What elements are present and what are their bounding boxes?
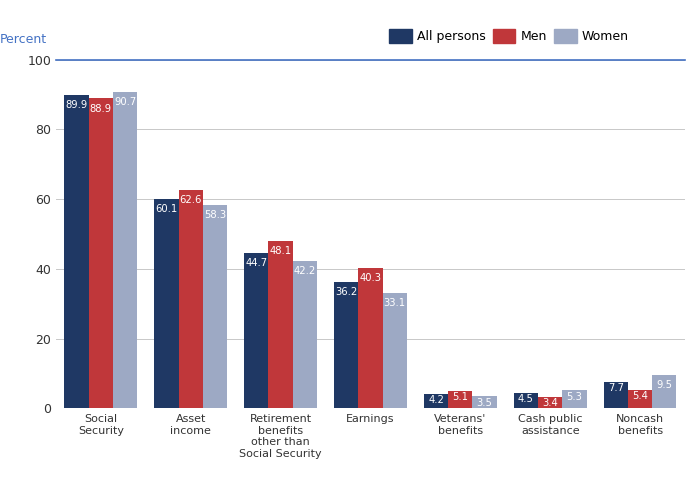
Text: 60.1: 60.1 <box>155 204 178 214</box>
Legend: All persons, Men, Women: All persons, Men, Women <box>384 24 634 48</box>
Text: 58.3: 58.3 <box>204 210 226 220</box>
Bar <box>473 396 497 408</box>
Bar <box>628 389 652 408</box>
Bar <box>424 394 448 408</box>
Text: 62.6: 62.6 <box>180 195 202 205</box>
Text: 9.5: 9.5 <box>656 380 672 390</box>
Text: 5.4: 5.4 <box>632 391 648 401</box>
Bar <box>514 392 538 408</box>
Text: 33.1: 33.1 <box>384 298 406 308</box>
Bar <box>203 205 227 408</box>
Text: 48.1: 48.1 <box>270 246 291 256</box>
Bar <box>178 190 203 408</box>
Bar <box>604 381 628 408</box>
Bar <box>64 95 89 408</box>
Text: 4.2: 4.2 <box>428 395 444 405</box>
Bar <box>359 268 382 408</box>
Text: 3.5: 3.5 <box>477 398 493 408</box>
Text: 36.2: 36.2 <box>335 287 357 297</box>
Text: 40.3: 40.3 <box>359 273 382 283</box>
Text: 42.2: 42.2 <box>294 266 316 276</box>
Text: 7.7: 7.7 <box>608 383 624 393</box>
Text: 4.5: 4.5 <box>518 394 534 404</box>
Text: 89.9: 89.9 <box>66 100 87 110</box>
Text: 5.3: 5.3 <box>567 391 582 401</box>
Bar <box>562 390 586 408</box>
Bar <box>538 396 562 408</box>
Bar <box>89 99 113 408</box>
Text: 88.9: 88.9 <box>89 104 112 114</box>
Bar <box>154 199 178 408</box>
Text: 90.7: 90.7 <box>114 98 136 108</box>
Bar <box>113 92 137 408</box>
Text: 3.4: 3.4 <box>542 398 558 408</box>
Bar <box>244 252 268 408</box>
Bar <box>293 261 317 408</box>
Bar <box>652 375 677 408</box>
Bar <box>448 390 473 408</box>
Text: Percent: Percent <box>0 33 46 46</box>
Text: 5.1: 5.1 <box>452 392 468 402</box>
Bar <box>334 282 359 408</box>
Text: 44.7: 44.7 <box>245 258 268 268</box>
Bar <box>268 241 293 408</box>
Bar <box>382 293 407 408</box>
